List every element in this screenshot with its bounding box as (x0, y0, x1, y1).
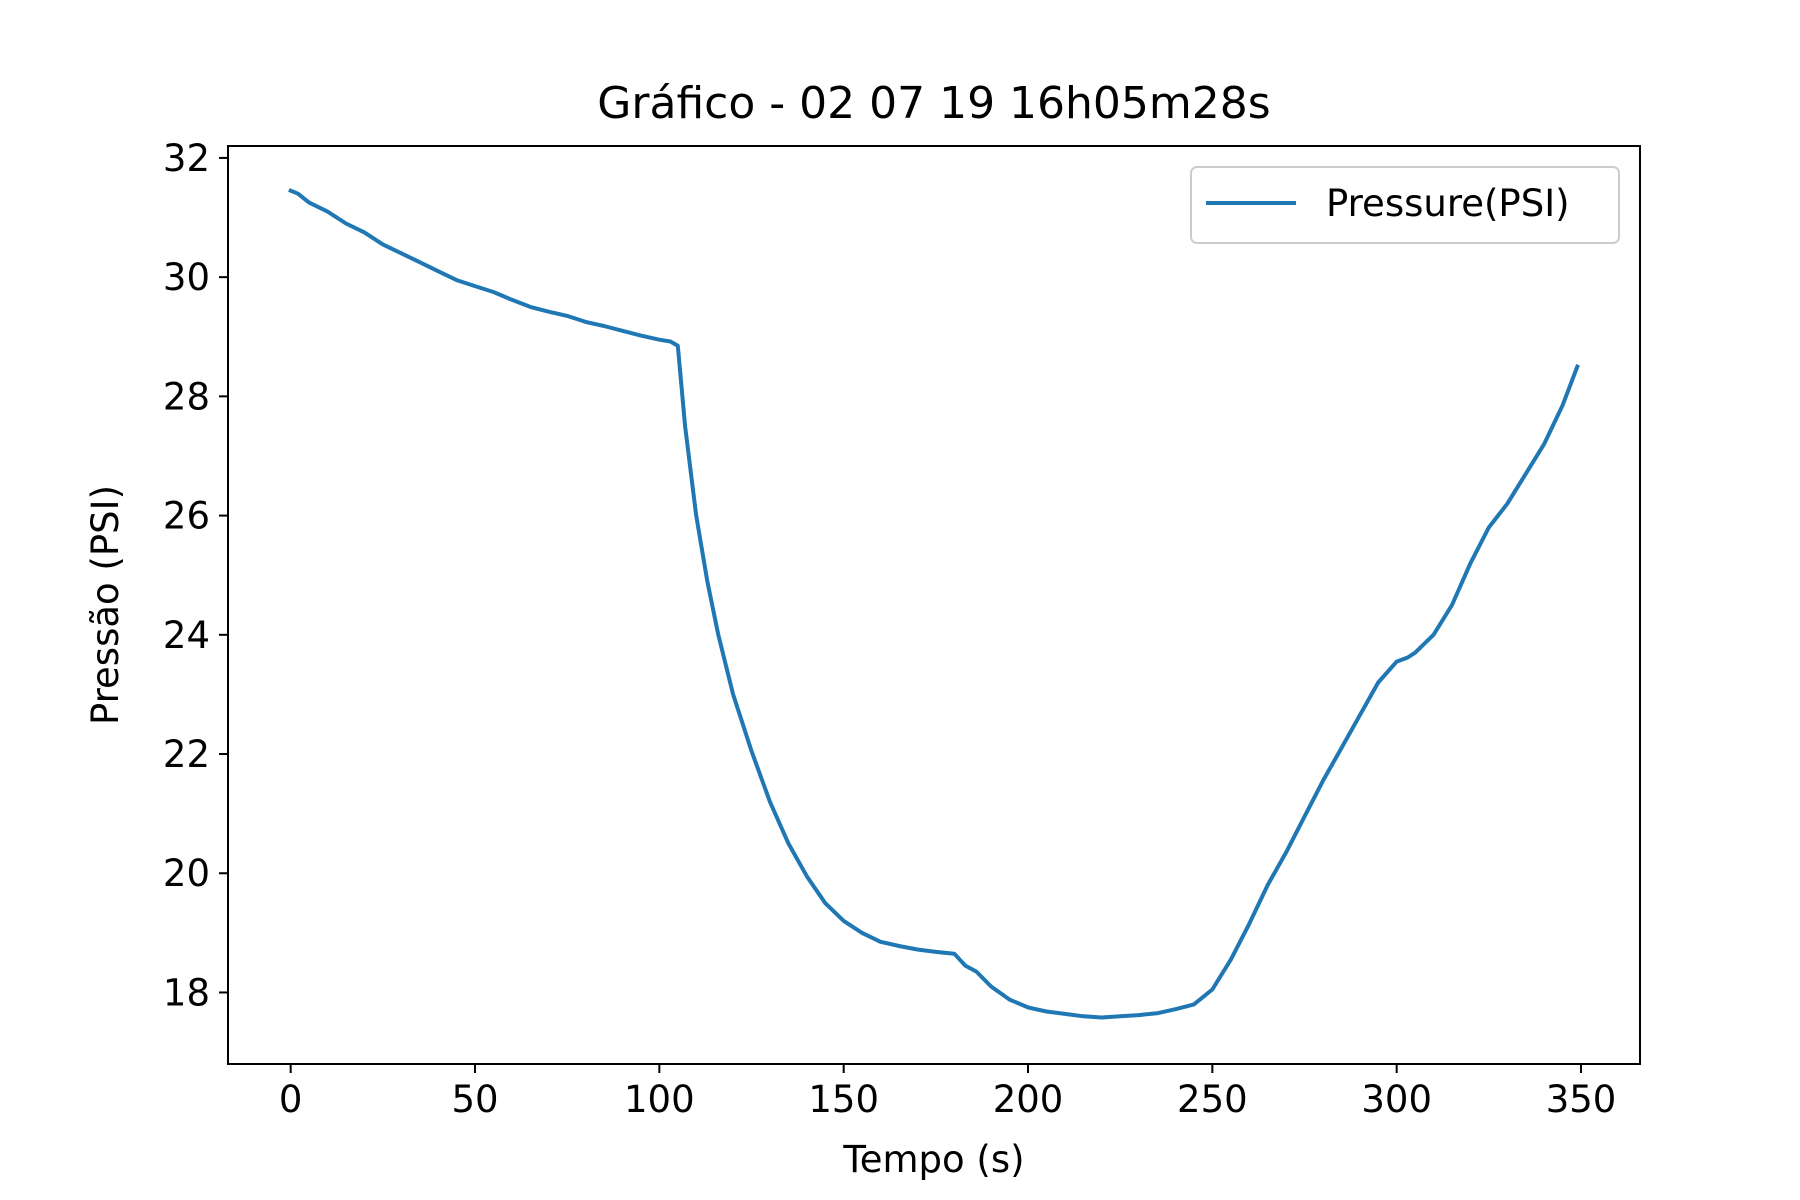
x-tick-label: 50 (451, 1078, 498, 1121)
y-tick-label: 22 (163, 733, 210, 776)
y-tick-label: 28 (163, 375, 210, 418)
tick-layer: 0 50 100 150 200 250 300 350 18 20 22 24 26 28 30 32 (163, 137, 1616, 1121)
legend-label-pressure: Pressure(PSI) (1326, 182, 1570, 225)
series-layer (288, 188, 1580, 1020)
y-tick-label: 24 (163, 614, 210, 657)
y-tick-label: 18 (163, 971, 210, 1014)
y-tick-label: 30 (163, 256, 210, 299)
legend: Pressure(PSI) (1190, 166, 1620, 244)
x-tick-label: 350 (1546, 1078, 1617, 1121)
x-tick-label: 0 (279, 1078, 303, 1121)
y-axis-label: Pressão (PSI) (84, 485, 127, 725)
x-tick-label: 150 (808, 1078, 879, 1121)
series-line-pressure (288, 188, 1580, 1020)
x-axis-label: Tempo (s) (842, 1138, 1024, 1181)
x-tick-label: 300 (1361, 1078, 1432, 1121)
plot-frame (227, 145, 1641, 1065)
y-tick-label: 26 (163, 495, 210, 538)
x-tick-label: 200 (993, 1078, 1064, 1121)
y-tick-label: 20 (163, 852, 210, 895)
x-tick-label: 250 (1177, 1078, 1248, 1121)
chart-title: Gráfico - 02 07 19 16h05m28s (597, 78, 1270, 129)
y-tick-label: 32 (163, 137, 210, 180)
legend-box (1190, 166, 1620, 244)
x-tick-label: 100 (624, 1078, 695, 1121)
